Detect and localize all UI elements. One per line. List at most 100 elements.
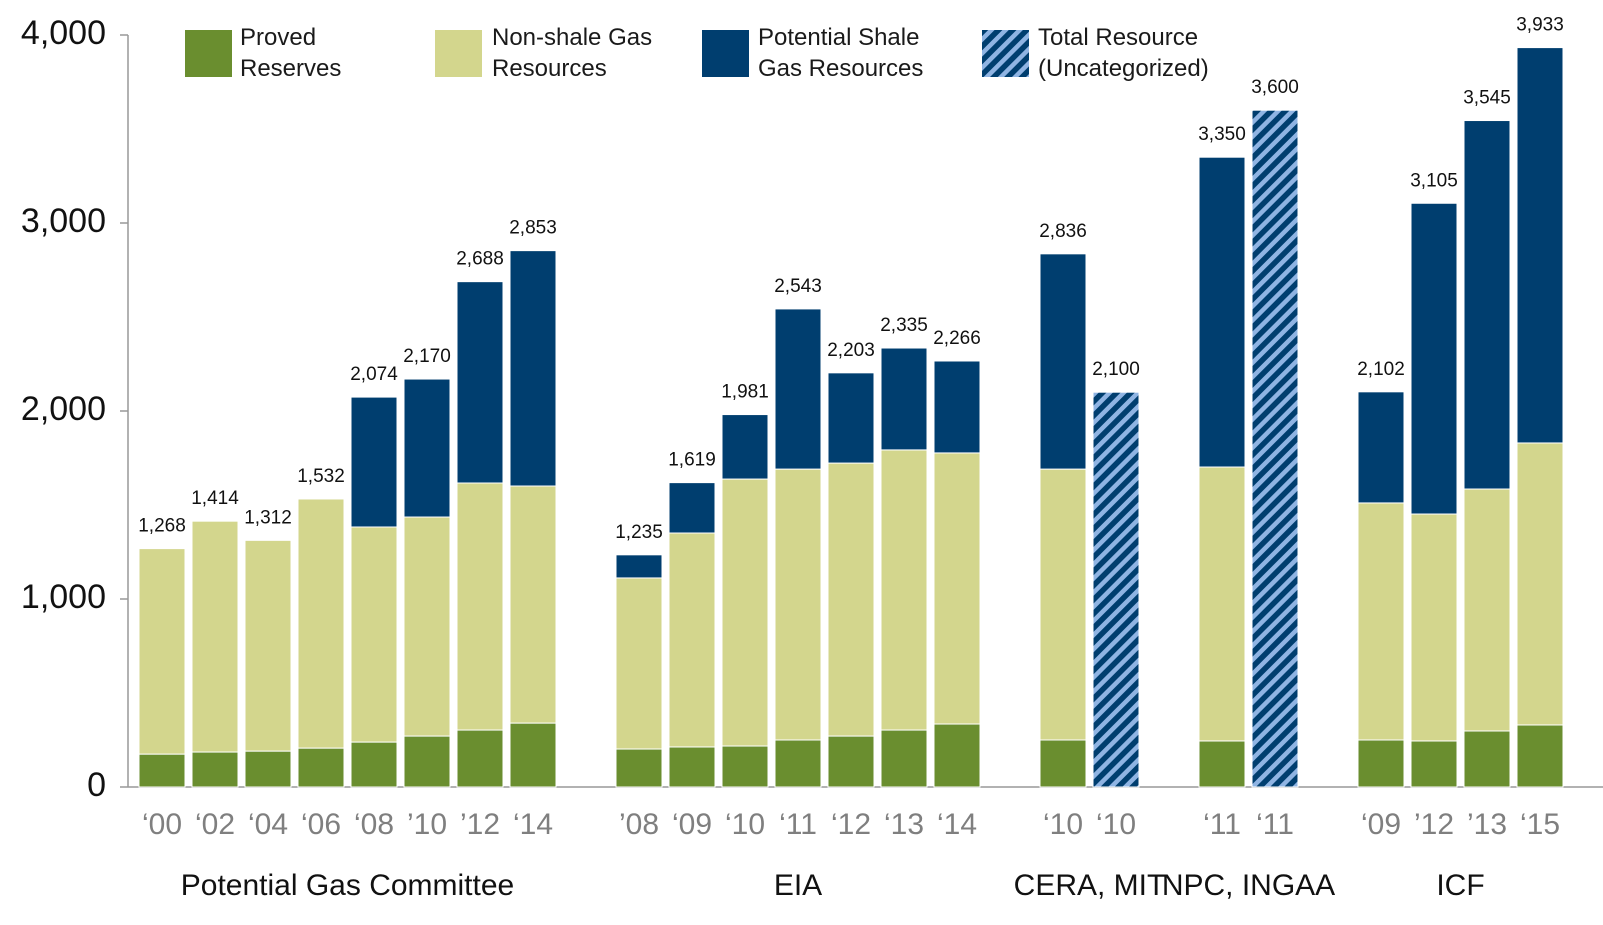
x-tick-label: ’10 bbox=[407, 808, 447, 841]
bar-segment bbox=[138, 548, 186, 755]
bar-segment bbox=[1039, 468, 1087, 741]
y-tick-label: 0 bbox=[87, 766, 106, 804]
bar-segment bbox=[615, 554, 663, 579]
bar-segment bbox=[297, 747, 345, 788]
bar-segment bbox=[668, 746, 716, 788]
x-tick-label: ’08 bbox=[619, 808, 659, 841]
total-label: 1,235 bbox=[615, 522, 663, 543]
total-label: 2,853 bbox=[509, 218, 557, 239]
bar-segment bbox=[297, 498, 345, 749]
x-tick-label: ‘11 bbox=[779, 808, 817, 841]
total-label: 2,102 bbox=[1357, 359, 1405, 380]
bar-segment bbox=[403, 378, 451, 518]
bar-segment bbox=[880, 449, 928, 731]
x-tick-label: ‘10 bbox=[1043, 808, 1083, 841]
total-label: 2,203 bbox=[827, 340, 875, 361]
x-tick-label: ’12 bbox=[1414, 808, 1454, 841]
bar-segment bbox=[774, 308, 822, 470]
bar-segment bbox=[456, 281, 504, 484]
bar-segment bbox=[933, 452, 981, 725]
bar-segment bbox=[350, 396, 398, 528]
x-tick-label: ‘06 bbox=[301, 808, 341, 841]
bar-segment bbox=[191, 520, 239, 753]
bar-segment bbox=[1410, 202, 1458, 515]
x-tick-label: ‘11 bbox=[1256, 808, 1294, 841]
bar-segment bbox=[509, 722, 557, 788]
x-tick-label: ‘12 bbox=[831, 808, 871, 841]
bar-segment bbox=[1516, 47, 1564, 444]
bar-segment bbox=[403, 516, 451, 737]
legend-swatch bbox=[435, 30, 482, 77]
bar-segment bbox=[1463, 488, 1511, 732]
group-label: ICF bbox=[1436, 869, 1484, 902]
total-label: 3,933 bbox=[1516, 15, 1564, 36]
bar-segment bbox=[615, 748, 663, 788]
y-tick-label: 4,000 bbox=[21, 14, 106, 52]
x-tick-label: ‘14 bbox=[937, 808, 977, 841]
x-tick-label: ‘11 bbox=[1203, 808, 1241, 841]
total-label: 3,350 bbox=[1198, 124, 1246, 145]
legend-swatch bbox=[982, 30, 1029, 77]
bar-segment bbox=[1410, 513, 1458, 742]
bar-segment bbox=[1463, 730, 1511, 788]
bar-segment bbox=[721, 745, 769, 788]
legend-label: Total Resource (Uncategorized) bbox=[1038, 24, 1209, 82]
bar-segment bbox=[615, 577, 663, 750]
bar-segment bbox=[509, 250, 557, 487]
bar-segment bbox=[138, 753, 186, 788]
legend-label: Potential Shale Gas Resources bbox=[758, 24, 924, 82]
total-label: 1,414 bbox=[191, 488, 239, 509]
total-label: 2,836 bbox=[1039, 221, 1087, 242]
bar-segment bbox=[933, 360, 981, 454]
bar-segment bbox=[668, 482, 716, 534]
bar-segment bbox=[880, 729, 928, 788]
bar-segment bbox=[721, 478, 769, 747]
bar-segment bbox=[1516, 724, 1564, 788]
total-label: 1,312 bbox=[244, 507, 292, 528]
total-label: 1,532 bbox=[297, 466, 345, 487]
bar-segment bbox=[1039, 253, 1087, 470]
bar-segment bbox=[509, 485, 557, 724]
total-label: 1,981 bbox=[721, 382, 769, 403]
total-label: 3,545 bbox=[1463, 88, 1511, 109]
bar-segment bbox=[880, 347, 928, 451]
bar-segment bbox=[721, 414, 769, 480]
x-tick-label: ‘15 bbox=[1520, 808, 1560, 841]
bar-segment bbox=[1251, 109, 1299, 788]
bar-segment bbox=[774, 468, 822, 741]
bar-segment bbox=[1516, 442, 1564, 726]
total-label: 2,335 bbox=[880, 315, 928, 336]
bar-segment bbox=[456, 729, 504, 788]
group-label: NPC, INGAA bbox=[1162, 869, 1335, 902]
bar-segment bbox=[827, 462, 875, 737]
total-label: 2,688 bbox=[456, 249, 504, 270]
bar-segment bbox=[668, 532, 716, 748]
bar-segment bbox=[1092, 391, 1140, 788]
x-tick-label: ‘02 bbox=[195, 808, 235, 841]
bar-segment bbox=[1198, 466, 1246, 742]
bar-segment bbox=[350, 741, 398, 788]
legend-label: Non-shale Gas Resources bbox=[492, 24, 653, 82]
total-label: 2,170 bbox=[403, 346, 451, 367]
total-label: 3,105 bbox=[1410, 170, 1458, 191]
y-tick-label: 3,000 bbox=[21, 202, 106, 240]
bar-segment bbox=[1198, 156, 1246, 468]
total-label: 2,266 bbox=[933, 328, 981, 349]
total-label: 2,074 bbox=[350, 364, 398, 385]
x-tick-label: ‘09 bbox=[1361, 808, 1401, 841]
bar-segment bbox=[1357, 739, 1405, 788]
total-label: 3,600 bbox=[1251, 77, 1299, 98]
bar-segment bbox=[1198, 740, 1246, 788]
x-tick-label: ’13 bbox=[1467, 808, 1507, 841]
group-label: Potential Gas Committee bbox=[181, 869, 514, 902]
y-tick-label: 2,000 bbox=[21, 390, 106, 428]
group-label: EIA bbox=[774, 869, 822, 902]
x-tick-label: ‘13 bbox=[884, 808, 924, 841]
x-tick-label: ‘10 bbox=[725, 808, 765, 841]
x-tick-label: ‘00 bbox=[142, 808, 182, 841]
x-tick-label: ‘14 bbox=[513, 808, 553, 841]
bar-segment bbox=[1410, 740, 1458, 788]
bar-segment bbox=[350, 526, 398, 743]
